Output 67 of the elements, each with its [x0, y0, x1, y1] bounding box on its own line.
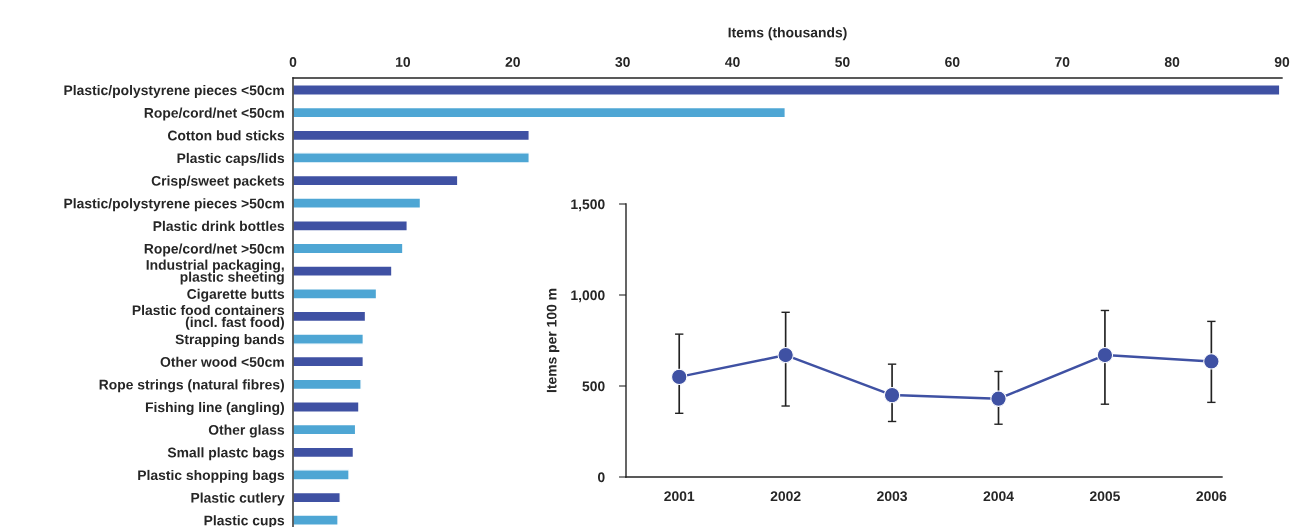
bar [293, 129, 530, 142]
y-tick-label: Other wood <50cm [160, 356, 284, 367]
bar [293, 265, 393, 277]
point [1096, 346, 1114, 364]
y-tick-label: Plastic/polystyrene pieces >50cm [64, 198, 284, 212]
y-tick-label: 500 [582, 381, 605, 392]
x-tick-label: 2006 [1196, 491, 1227, 502]
y-tick-label: Rope/cord/net >50cm [144, 243, 284, 257]
bar [293, 197, 422, 210]
y-tick-label: Plastic drink bottles [153, 220, 285, 232]
y-tick-label: Plastic shopping bags [138, 469, 285, 483]
y-tick-label: Plastic cutlery [191, 492, 285, 506]
y-tick-label: 1,500 [571, 199, 605, 212]
y-tick-label: Cigarette butts [187, 288, 285, 302]
x-tick-label: 90 [1274, 57, 1290, 67]
x-tick-label: 2005 [1089, 491, 1120, 502]
y-tick-label: Small plastc bags [167, 447, 285, 461]
y-tick-label: Strapping bands [175, 334, 285, 348]
x-tick-label: 0 [289, 57, 297, 67]
y-tick-label: Plastic/polystyrene pieces <50cm [64, 84, 284, 98]
y-tick-label: 1,000 [571, 290, 605, 303]
point [990, 390, 1007, 407]
x-axis-title: Items (thousands) [728, 27, 847, 41]
y-tick-label: Crisp/sweet packets [151, 175, 285, 189]
bar [293, 152, 530, 164]
bar [293, 469, 350, 481]
bar [293, 401, 360, 413]
x-tick-label: 2003 [877, 491, 908, 502]
point [883, 386, 901, 404]
bar [293, 242, 404, 255]
x-tick-label: 10 [396, 57, 411, 67]
y-tick-label: Fishing line (angling) [145, 401, 284, 415]
x-tick-label: 2002 [770, 491, 801, 502]
y-tick-label: Plastic food containers (incl. fast food) [132, 304, 285, 330]
bar [293, 220, 408, 232]
y-tick-label: Rope/cord/net <50cm [144, 107, 284, 121]
y-axis-title: Items per 100 m [546, 288, 560, 393]
bar [293, 514, 339, 526]
point [1203, 353, 1220, 370]
bar [293, 84, 1281, 96]
point [777, 346, 794, 364]
x-tick-label: 40 [725, 57, 740, 67]
x-tick-label: 70 [1055, 57, 1070, 67]
bar [293, 287, 378, 300]
x-tick-label: 30 [615, 57, 630, 67]
bar [293, 491, 341, 504]
x-tick-label: 2004 [983, 491, 1014, 502]
x-tick-label: 20 [505, 57, 520, 67]
y-tick-label: 0 [597, 472, 605, 483]
x-tick-label: 80 [1164, 57, 1180, 67]
x-tick-label: 2001 [664, 491, 695, 502]
bar [293, 378, 362, 391]
x-tick-label: 60 [945, 57, 960, 67]
y-tick-label: Other glass [208, 424, 285, 438]
y-tick-label: Rope strings (natural fibres) [99, 379, 284, 393]
bar [293, 423, 357, 436]
point [671, 368, 688, 386]
bar [293, 333, 365, 345]
x-tick-label: 50 [835, 57, 850, 67]
y-tick-label: Cotton bud sticks [167, 130, 285, 141]
bar [293, 174, 459, 187]
bar [293, 310, 367, 323]
bar [293, 355, 365, 368]
bar [293, 446, 355, 459]
y-tick-label: Plastic caps/lids [177, 152, 285, 166]
y-tick-label: Industrial packaging, plastic sheeting [146, 259, 284, 285]
bar [293, 106, 786, 119]
